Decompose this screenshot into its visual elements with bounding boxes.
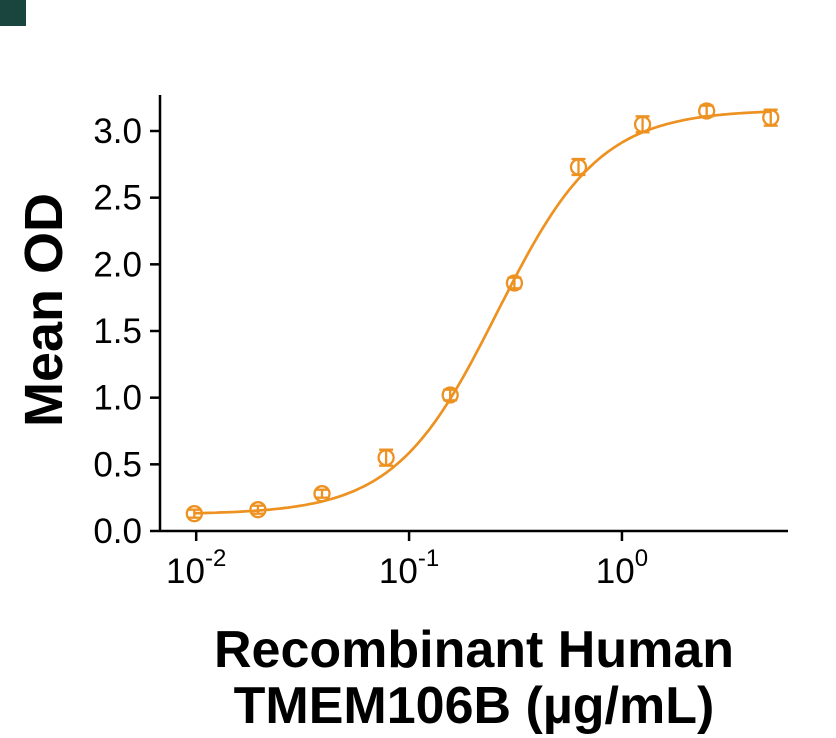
y-tick-label: 2.5 (93, 179, 142, 218)
marker-open-circle (569, 158, 588, 176)
marker-open-circle (249, 501, 267, 519)
x-tick-label: 10-2 (166, 545, 226, 591)
marker-open-circle (633, 115, 652, 133)
data-point (505, 274, 524, 292)
y-tick-label: 2.0 (93, 245, 142, 284)
x-tick-label: 10-1 (379, 545, 439, 591)
data-point (313, 485, 331, 503)
x-axis-title-line2: TMEM106B (µg/mL) (233, 677, 715, 736)
fit-curve (194, 110, 771, 515)
y-tick-label: 0.0 (93, 512, 142, 551)
marker-open-circle (377, 449, 395, 467)
x-axis-title: Recombinant Human TMEM106B (µg/mL) (124, 622, 824, 734)
y-axis-title: Mean OD (14, 192, 74, 428)
marker-open-circle (505, 274, 524, 292)
x-tick-label: 100 (596, 545, 648, 591)
y-tick-label: 0.5 (93, 445, 142, 484)
data-point (698, 102, 716, 120)
data-point (185, 505, 203, 523)
data-point (441, 386, 459, 404)
y-tick-label: 3.0 (93, 112, 142, 151)
y-tick-label: 1.5 (93, 312, 142, 351)
marker-open-circle (441, 386, 459, 404)
data-point (249, 501, 267, 519)
marker-open-circle (313, 485, 331, 503)
corner-mark (0, 0, 26, 26)
marker-open-circle (185, 505, 203, 523)
marker-open-circle (762, 109, 780, 127)
data-point (633, 115, 652, 134)
x-axis-title-line1: Recombinant Human (213, 621, 735, 679)
data-point (377, 448, 395, 467)
marker-open-circle (698, 102, 716, 120)
data-point (569, 157, 588, 177)
y-tick-label: 1.0 (93, 379, 142, 418)
data-point (762, 108, 780, 127)
